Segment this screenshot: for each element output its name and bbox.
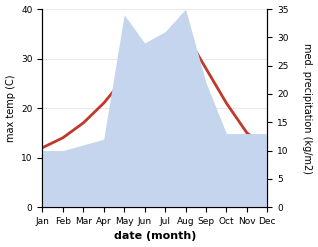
Y-axis label: max temp (C): max temp (C): [5, 74, 16, 142]
Y-axis label: med. precipitation (kg/m2): med. precipitation (kg/m2): [302, 43, 313, 174]
X-axis label: date (month): date (month): [114, 231, 196, 242]
